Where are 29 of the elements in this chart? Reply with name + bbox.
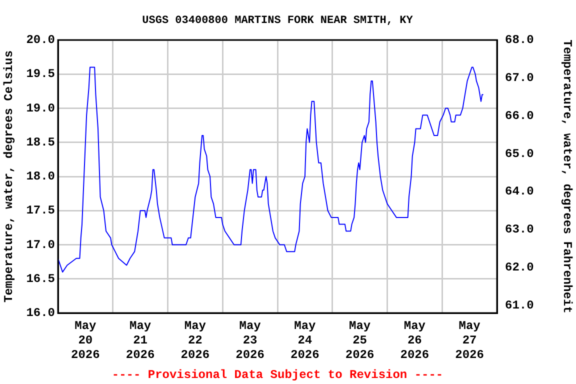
y2-tick-label: 61.0 [505,298,534,312]
x-tick-label: May 25 2026 [345,319,374,362]
y-axis-title: Temperature, water, degrees Celsius [2,50,16,303]
x-tick-label: May 27 2026 [455,319,484,362]
y-tick-label: 18.5 [26,135,55,150]
y-tick-label: 16.5 [26,272,55,286]
y-tick-label: 17.5 [26,204,55,218]
y-tick-label: 19.5 [26,67,55,82]
x-tick-label: May 26 2026 [400,319,430,362]
y2-tick-label: 62.0 [505,260,534,275]
y2-tick-label: 68.0 [505,33,534,48]
y-tick-label: 19.0 [26,101,55,116]
x-tick-label: May 24 2026 [290,319,320,362]
x-tick-label: May 21 2026 [126,319,155,362]
y-tick-label: 16.0 [26,306,55,320]
y2-tick-label: 65.0 [505,146,534,161]
x-tick-label: May 22 2026 [180,319,210,362]
text: ---- Provisional Data Subject to Revision ---- [112,368,444,382]
y2-tick-label: 63.0 [505,222,534,237]
chart-title: USGS 03400800 MARTINS FORK NEAR SMITH, KY [142,14,414,27]
y2-tick-label: 66.0 [505,108,534,123]
y2-tick-label: 67.0 [505,70,534,85]
x-tick-label: May 20 2026 [71,319,100,362]
y-tick-label: 20.0 [26,33,55,48]
y-tick-label: 18.0 [26,170,55,184]
y2-tick-label: 64.0 [505,184,534,199]
y-tick-label: 17.0 [26,238,55,252]
y2-axis-title: Temperature, water, degrees Fahrenheit [560,40,574,314]
x-tick-label: May 23 2026 [236,319,264,362]
